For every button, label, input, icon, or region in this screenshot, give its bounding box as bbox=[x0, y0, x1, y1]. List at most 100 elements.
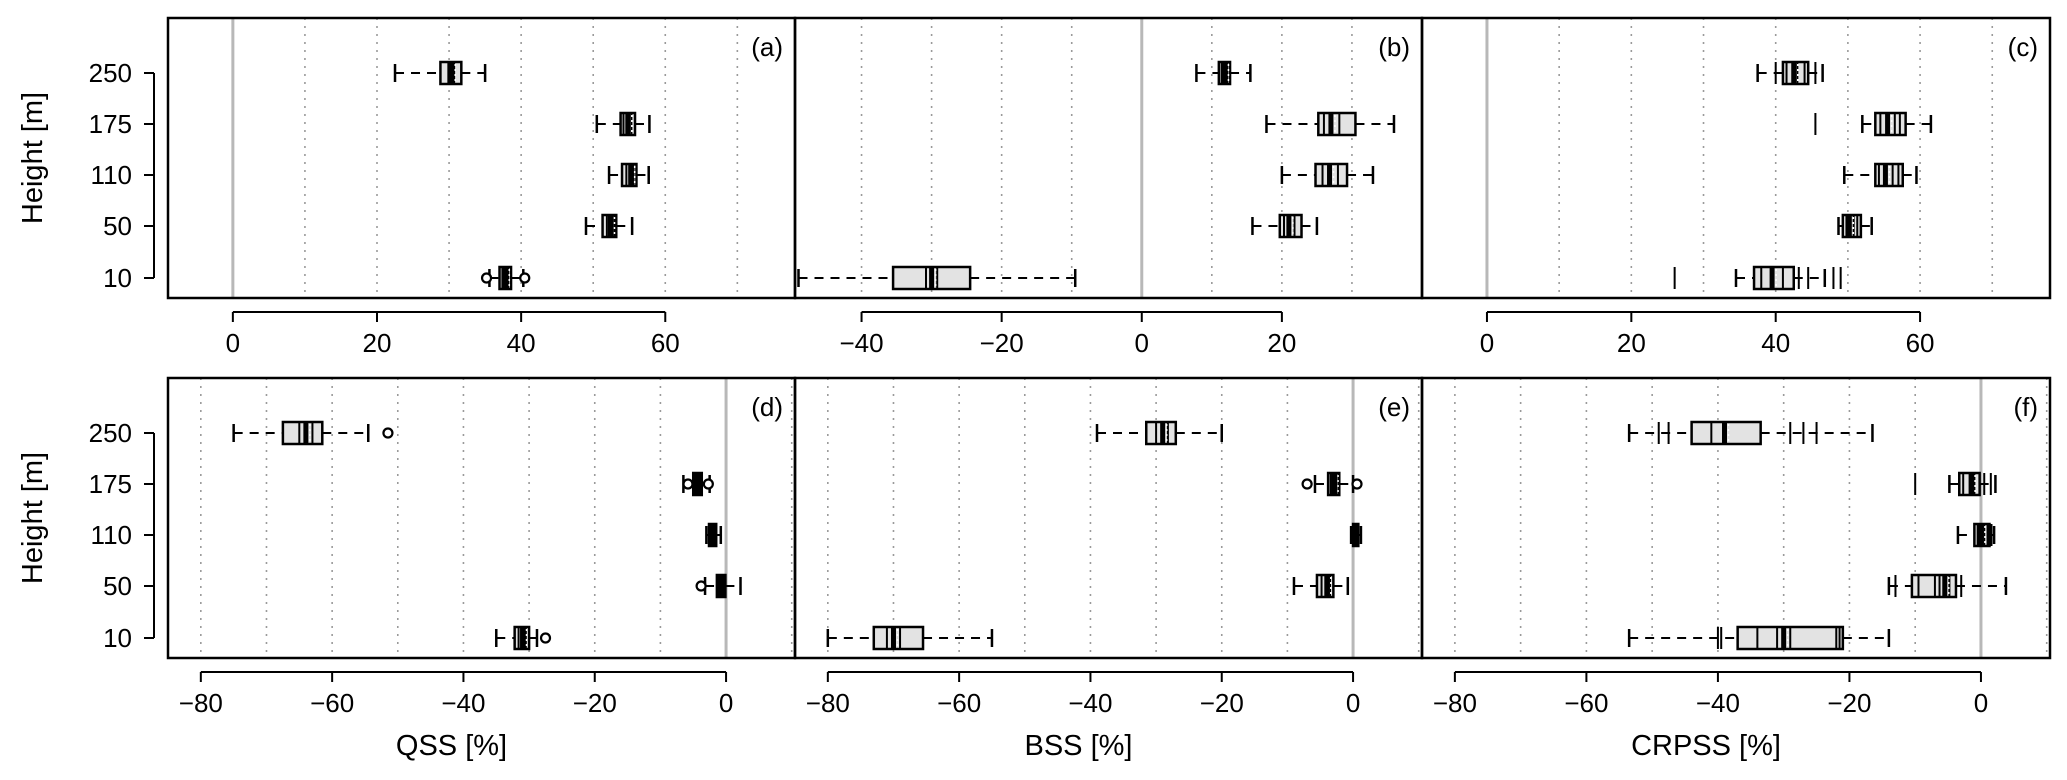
box-e-10 bbox=[826, 625, 994, 651]
x-tick-label: −80 bbox=[179, 688, 223, 718]
x-tick-label: −60 bbox=[937, 688, 981, 718]
panel-frame bbox=[1420, 376, 2052, 660]
box-c-110 bbox=[1843, 162, 1918, 188]
y-tick-label: 250 bbox=[89, 418, 132, 448]
x-tick-label: −40 bbox=[441, 688, 485, 718]
box-d-10 bbox=[495, 625, 552, 651]
x-tick-label: 40 bbox=[507, 328, 536, 358]
x-tick-label: −40 bbox=[839, 328, 883, 358]
y-tick-label: 110 bbox=[91, 160, 132, 190]
x-axis-title: CRPSS [%] bbox=[1631, 730, 1781, 762]
box-iqr bbox=[1317, 111, 1357, 137]
y-axis-title: Height [m] bbox=[17, 92, 49, 224]
box-e-250 bbox=[1095, 420, 1224, 446]
x-tick-label: −60 bbox=[1564, 688, 1608, 718]
y-tick-label: 175 bbox=[89, 469, 132, 499]
y-tick-label: 110 bbox=[91, 520, 132, 550]
box-f-10 bbox=[1627, 625, 1891, 651]
x-tick-label: −80 bbox=[806, 688, 850, 718]
panel-tag: (d) bbox=[751, 392, 783, 422]
box-c-50 bbox=[1837, 213, 1873, 239]
box-a-10 bbox=[480, 265, 531, 291]
x-tick-label: 0 bbox=[1135, 328, 1149, 358]
x-tick-label: −20 bbox=[1827, 688, 1871, 718]
grid-layer bbox=[200, 18, 2048, 658]
x-tick-label: −20 bbox=[1200, 688, 1244, 718]
x-tick-label: 20 bbox=[1617, 328, 1646, 358]
box-a-250 bbox=[393, 60, 487, 86]
frame-layer bbox=[144, 16, 2052, 682]
box-d-110 bbox=[705, 522, 723, 548]
x-tick-label: −20 bbox=[980, 328, 1024, 358]
x-axis-title: QSS [%] bbox=[396, 730, 507, 762]
x-tick-label: −40 bbox=[1068, 688, 1112, 718]
y-tick-label: 250 bbox=[89, 58, 132, 88]
box-f-110 bbox=[1956, 522, 1996, 548]
panel-frame bbox=[166, 376, 797, 660]
x-axis-title: BSS [%] bbox=[1025, 730, 1133, 762]
box-layer bbox=[232, 60, 2008, 651]
box-f-250 bbox=[1627, 420, 1874, 446]
outlier-point bbox=[539, 632, 552, 644]
panel-tag: (f) bbox=[2013, 392, 2038, 422]
outlier-point bbox=[1351, 478, 1363, 490]
x-tick-label: 60 bbox=[651, 328, 680, 358]
outlier-point bbox=[519, 272, 531, 284]
box-e-110 bbox=[1349, 522, 1363, 548]
box-d-50 bbox=[695, 573, 742, 599]
x-tick-label: −40 bbox=[1696, 688, 1740, 718]
outlier-point bbox=[702, 478, 714, 490]
box-c-175 bbox=[1814, 111, 1933, 137]
box-d-250 bbox=[232, 420, 394, 446]
x-tick-label: −60 bbox=[310, 688, 354, 718]
box-b-175 bbox=[1265, 111, 1396, 137]
text-layer: (a) 0 20 40 60 250 175 110 50 10 Height [m] (b) −40 −… bbox=[17, 32, 2038, 762]
panel-tag: (e) bbox=[1378, 392, 1410, 422]
x-tick-label: −80 bbox=[1433, 688, 1477, 718]
x-tick-label: 20 bbox=[363, 328, 392, 358]
box-f-50 bbox=[1887, 573, 2008, 599]
panel-tag: (c) bbox=[2008, 32, 2038, 62]
box-a-110 bbox=[607, 162, 650, 188]
box-b-250 bbox=[1195, 60, 1252, 86]
x-tick-label: 0 bbox=[1974, 688, 1988, 718]
panel-frame bbox=[166, 16, 797, 300]
box-e-50 bbox=[1292, 573, 1350, 599]
y-tick-label: 10 bbox=[103, 263, 132, 293]
outlier-point bbox=[695, 580, 707, 592]
outlier-point bbox=[1301, 478, 1313, 490]
box-b-50 bbox=[1251, 213, 1319, 239]
panel-tag: (a) bbox=[751, 32, 783, 62]
box-a-175 bbox=[595, 111, 651, 137]
box-b-110 bbox=[1280, 162, 1375, 188]
box-f-175 bbox=[1914, 471, 1997, 497]
x-tick-label: −20 bbox=[573, 688, 617, 718]
outlier-point bbox=[480, 272, 493, 284]
box-c-250 bbox=[1756, 60, 1824, 86]
outlier-point bbox=[382, 427, 394, 439]
box-iqr bbox=[281, 420, 324, 446]
panel-frame bbox=[793, 16, 1424, 300]
y-tick-label: 50 bbox=[103, 571, 132, 601]
box-iqr bbox=[1874, 111, 1907, 137]
panel-frame bbox=[793, 376, 1424, 660]
box-a-50 bbox=[584, 213, 634, 239]
box-c-10 bbox=[1673, 265, 1842, 291]
x-tick-label: 40 bbox=[1761, 328, 1790, 358]
y-tick-label: 175 bbox=[89, 109, 132, 139]
x-tick-label: 0 bbox=[1346, 688, 1360, 718]
y-axis-title: Height [m] bbox=[17, 452, 49, 584]
x-tick-label: 0 bbox=[1480, 328, 1494, 358]
box-iqr bbox=[1874, 162, 1904, 188]
box-iqr bbox=[872, 625, 925, 651]
x-tick-label: 0 bbox=[719, 688, 733, 718]
box-e-175 bbox=[1301, 471, 1363, 497]
panel-tag: (b) bbox=[1378, 32, 1410, 62]
x-tick-label: 60 bbox=[1906, 328, 1935, 358]
box-b-10 bbox=[797, 265, 1077, 291]
panel-frame bbox=[1420, 16, 2052, 300]
x-tick-label: 20 bbox=[1267, 328, 1296, 358]
outlier-point bbox=[682, 478, 694, 490]
y-tick-label: 10 bbox=[103, 623, 132, 653]
